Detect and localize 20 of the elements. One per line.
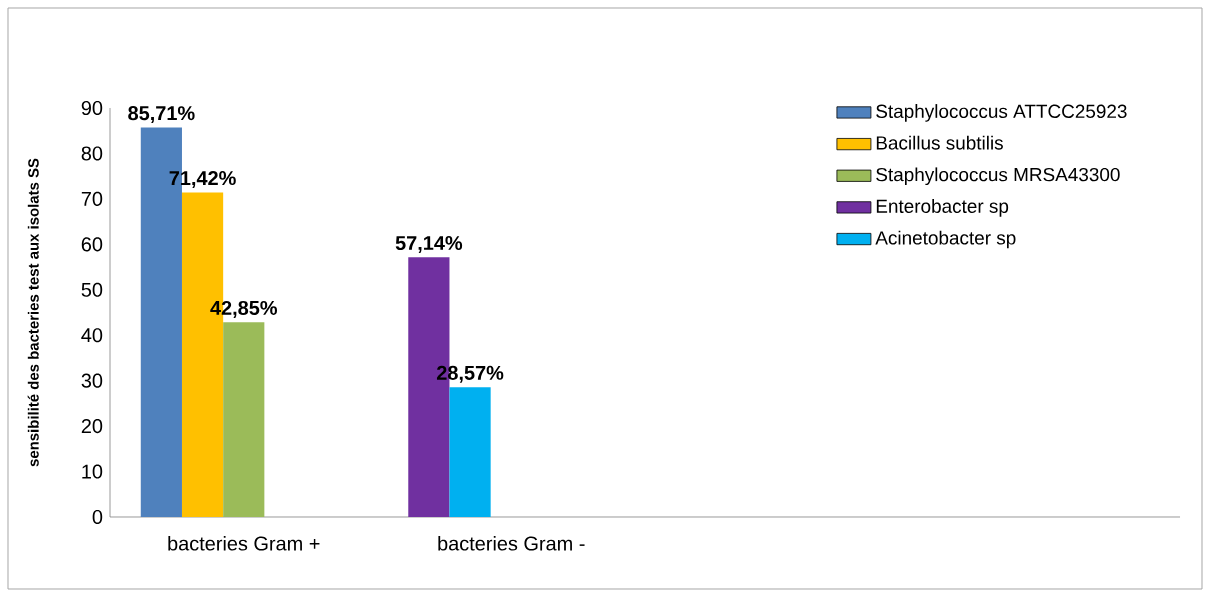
- y-tick-label: 60: [81, 237, 103, 252]
- data-label: 57,14%: [395, 235, 463, 253]
- legend-label: Staphylococcus MRSA43300: [876, 167, 1120, 186]
- data-label: 85,71%: [128, 106, 195, 124]
- legend-label: Bacillus subtilis: [876, 135, 1003, 150]
- legend-label: Acinetobacter sp: [875, 230, 1016, 249]
- x-tick-label: bacteries Gram -: [438, 535, 585, 551]
- y-tick-label: 20: [81, 419, 103, 434]
- legend-label: Staphylococcus ATTCC25923: [876, 104, 1127, 122]
- y-tick-label: 30: [81, 373, 103, 388]
- x-tick-label: bacteries Gram +: [168, 535, 320, 551]
- y-tick-label: 10: [82, 464, 103, 479]
- y-tick-label: 90: [81, 100, 103, 116]
- y-axis-title: sensibilité des bacteries test aux isolats SS: [27, 158, 39, 467]
- y-tick-label: 50: [81, 282, 103, 297]
- y-tick-label: 80: [81, 146, 103, 161]
- y-tick-label: 70: [81, 191, 103, 206]
- y-tick-label: 40: [81, 328, 103, 343]
- y-tick-label: 0: [92, 509, 103, 525]
- legend-label: Enterobacter sp: [876, 199, 1009, 217]
